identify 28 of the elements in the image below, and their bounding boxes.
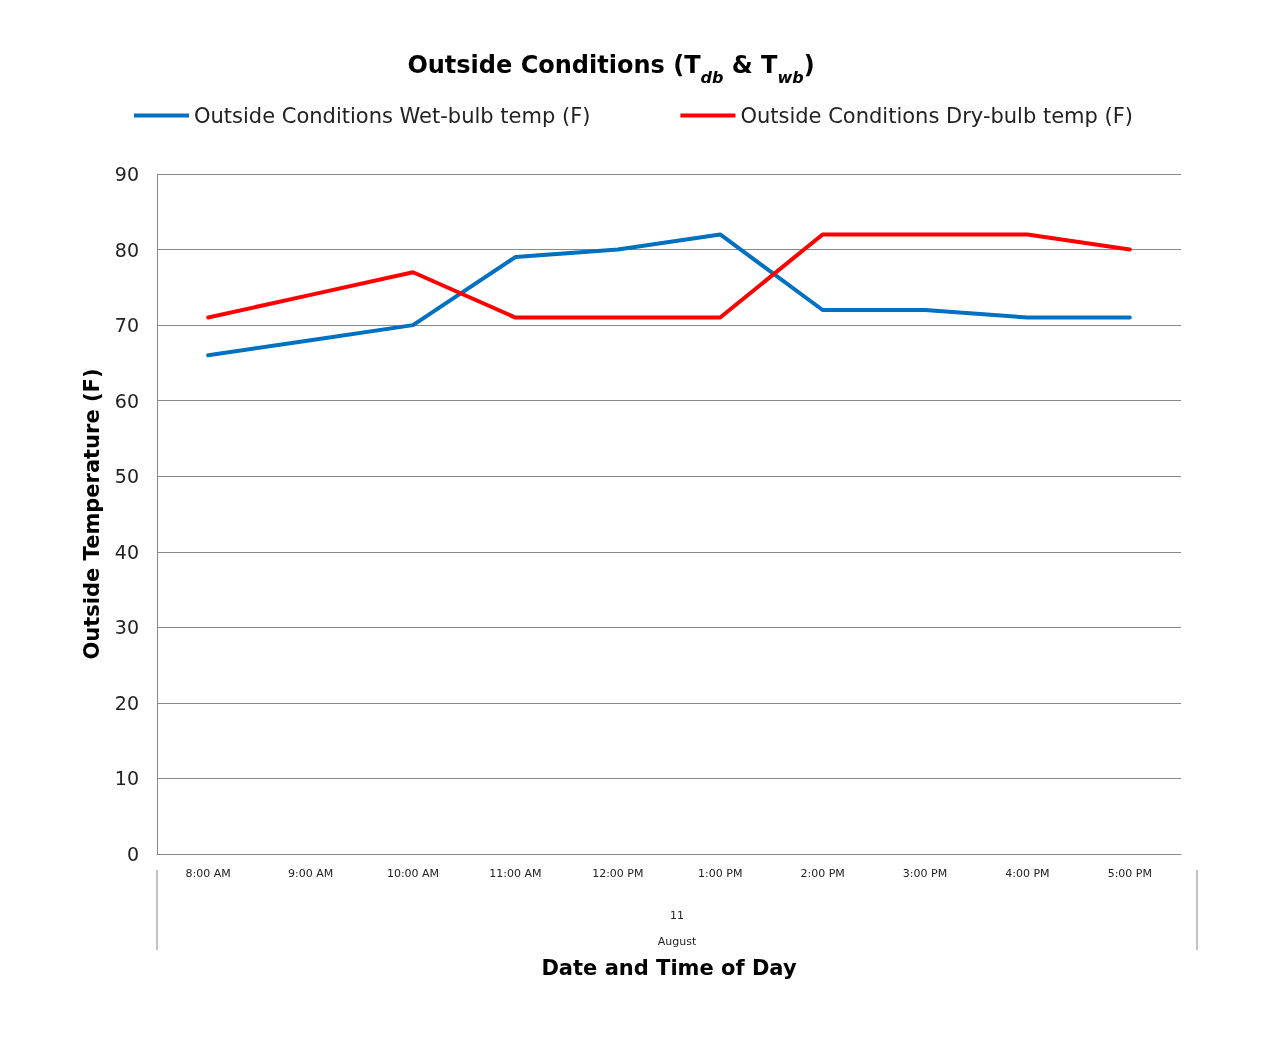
line-series [206, 232, 1132, 320]
y-tick-label: 40 [114, 540, 139, 563]
x-tick-label: 2:00 PM [800, 867, 845, 880]
text: August [657, 935, 697, 948]
line-series [206, 232, 1132, 358]
y-axis-title: Outside Temperature (F) [79, 368, 104, 660]
x-tick-label: 4:00 PM [1005, 867, 1050, 880]
y-tick-label: 60 [114, 389, 139, 412]
x-tick-label: 8:00 AM [185, 867, 231, 880]
y-tick-label: 80 [114, 238, 139, 261]
legend-label: Outside Conditions Dry-bulb temp (F) [740, 103, 1134, 128]
y-tick-label: 20 [114, 691, 139, 714]
y-tick-label: 90 [114, 163, 139, 185]
x-tick-label: 5:00 PM [1107, 867, 1152, 880]
x-tick-label: 3:00 PM [902, 867, 948, 880]
x-tick-label: 10:00 AM [386, 867, 440, 880]
x-tick-label: 9:00 AM [287, 867, 334, 880]
x-axis-title: Date and Time of Day [541, 955, 797, 980]
y-tick-label: 10 [114, 767, 139, 790]
x-tick-label: 1:00 PM [698, 867, 743, 880]
y-tick-label: 70 [114, 314, 139, 337]
legend-label: Outside Conditions Wet-bulb temp (F) [193, 103, 591, 128]
x-tick-label: 12:00 PM [592, 867, 644, 880]
y-tick-label: 0 [126, 843, 139, 865]
y-tick-label: 50 [114, 465, 139, 488]
text: 11 [670, 909, 684, 922]
x-tick-label: 11:00 AM [489, 867, 542, 880]
y-tick-label: 30 [114, 616, 139, 639]
